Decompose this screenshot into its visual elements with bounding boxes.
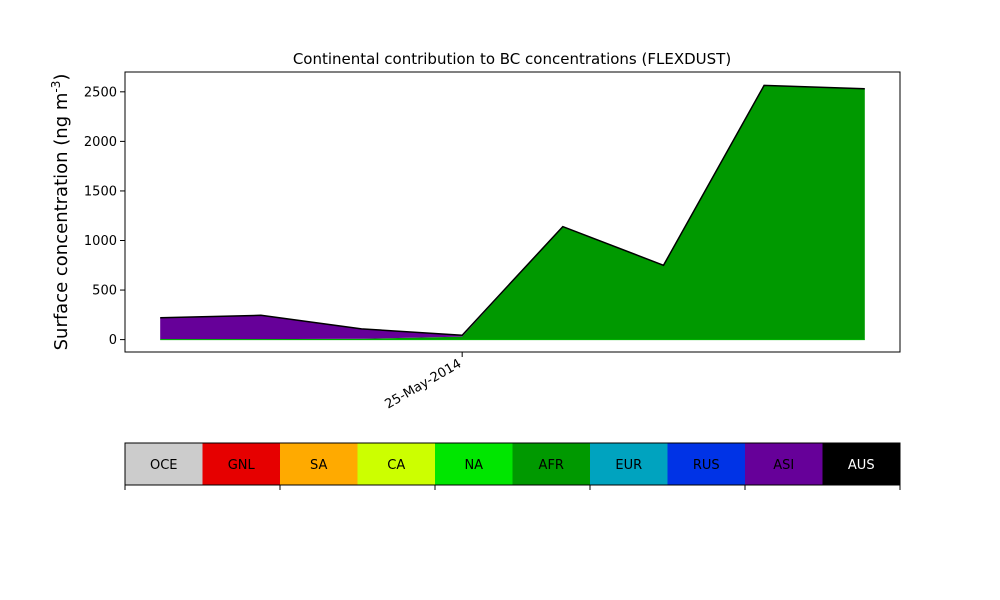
y-tick-label: 1000 [84, 234, 117, 249]
x-axis: 25-May-2014 [382, 352, 464, 412]
y-axis: 0 500 1000 1500 2000 2500 [84, 85, 125, 348]
chart-title: Continental contribution to BC concentra… [293, 50, 731, 68]
legend-swatch-eur [590, 443, 668, 485]
legend-swatch-afr [512, 443, 590, 485]
area-series-group [160, 85, 865, 340]
legend-label-ca: CA [387, 458, 405, 473]
legend-label-asi: ASI [773, 458, 794, 473]
legend-label-sa: SA [310, 458, 327, 473]
legend-label-oce: OCE [150, 458, 178, 473]
legend-swatch-sa [280, 443, 358, 485]
legend-swatch-asi [745, 443, 823, 485]
legend-bar-frame [124, 442, 901, 486]
legend-label-eur: EUR [615, 458, 642, 473]
legend-swatch-ca [357, 443, 435, 485]
legend-swatch-na [435, 443, 513, 485]
x-tick-label: 25-May-2014 [382, 356, 464, 412]
y-axis-label: Surface concentration (ng m-3) [49, 74, 72, 351]
y-tick-label: 1500 [84, 184, 117, 199]
y-tick-label: 500 [92, 284, 117, 299]
legend-label-aus: AUS [848, 458, 875, 473]
legend-swatch-rus [667, 443, 745, 485]
plot-frame [124, 71, 901, 353]
y-tick-label: 2000 [84, 135, 117, 150]
legend-swatch-gnl [202, 443, 280, 485]
area-afr [160, 85, 865, 340]
series-lines-group [160, 84, 865, 341]
legend-label-rus: RUS [693, 458, 720, 473]
area-chart: Continental contribution to BC concentra… [49, 50, 901, 412]
legend-label-afr: AFR [539, 458, 564, 473]
legend-swatch-oce [125, 443, 203, 485]
y-tick-label: 2500 [84, 85, 117, 100]
legend-label-gnl: GNL [228, 458, 256, 473]
region-legend-bar: OCE GNL SA CA NA AFR EUR RUS ASI AUS [124, 442, 901, 490]
legend-label-na: NA [464, 458, 483, 473]
legend-swatch-aus [822, 443, 900, 485]
y-tick-label: 0 [109, 333, 117, 348]
series-line-aus [160, 84, 865, 336]
